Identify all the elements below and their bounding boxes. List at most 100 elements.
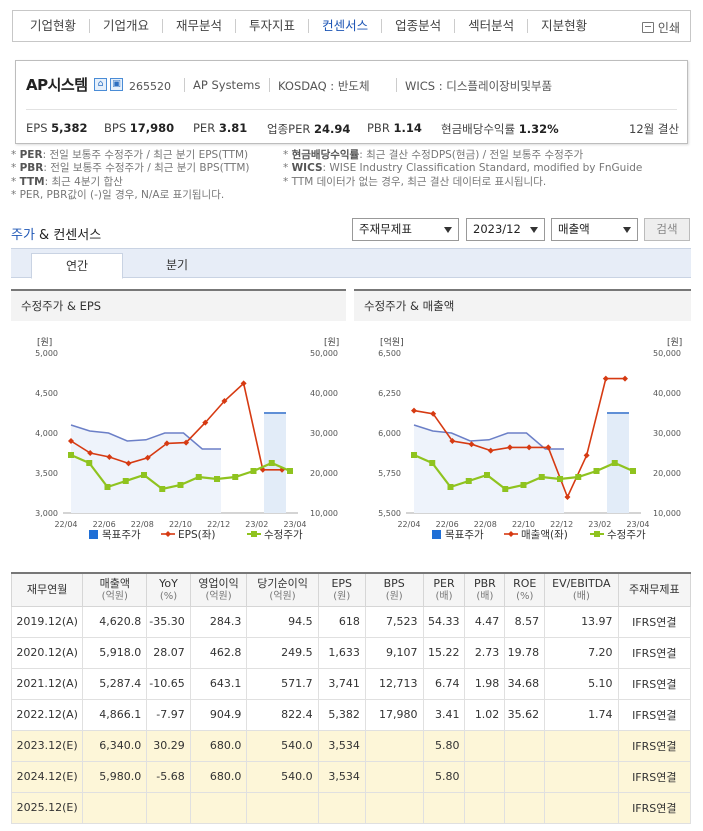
table-cell [82,791,148,824]
left-tick-label: 5,750 [378,469,401,478]
table-cell: 34.68 [504,667,546,700]
note-line: * TTM: 최근 4분기 합산 [11,175,123,188]
note-line: * TTM 데이터가 없는 경우, 최근 결산 데이터로 표시됩니다. [283,175,547,188]
print-button[interactable]: 인쇄 [641,19,680,36]
adjusted-price-point [214,476,220,482]
period-select[interactable]: 2023/12 [466,218,545,241]
x-tick-label: 23/02 [588,520,611,529]
tab-4[interactable]: 컨센서스 [308,19,381,33]
x-tick-label: 23/02 [245,520,268,529]
column-header: PER (배) [422,572,466,607]
adjusted-price-point [122,478,129,484]
chart-price-revenue: 수정주가 & 매출액 [억원] [원] 6,500 6,250 6,000 5,750 5,… [354,289,691,547]
adjusted-price-point [104,484,111,490]
search-button[interactable]: 검색 [644,218,690,241]
table-cell: 5.80 [422,729,466,762]
right-tick-label: 50,000 [653,349,681,358]
legend-target-label: 목표주가 [102,529,141,541]
table-cell [504,791,546,824]
x-tick-label: 22/06 [436,520,459,529]
table-cell: 5.10 [544,667,619,700]
tab-5[interactable]: 업종분석 [381,19,454,33]
adjusted-price-point [593,468,600,474]
tab-1[interactable]: 기업개요 [89,19,162,33]
table-cell: 28.07 [146,636,191,669]
right-tick-label: 20,000 [310,469,338,478]
table-cell [146,791,191,824]
note-line: * WICS: WISE Industry Classification Sta… [283,162,643,175]
note-line: * PER, PBR값이 (-)일 경우, N/A로 표기됩니다. [11,188,225,201]
chart-svg: [억원] [원] 6,500 6,250 6,000 5,750 5,500 50,000 40… [378,336,682,541]
table-cell: 2021.12(A) [10,667,84,700]
chart-title: 수정주가 & 매출액 [354,291,691,321]
adjusted-price-point [611,460,618,466]
per-summary: PER 3.81 [193,121,248,135]
table-cell: 2.73 [464,636,506,669]
ir-icon[interactable]: ▣ [110,78,123,91]
print-label: 인쇄 [657,21,680,35]
metric-point [468,441,475,448]
right-axis-unit: [원] [324,337,339,348]
table-cell [504,729,546,762]
table-cell [317,791,366,824]
tab-6[interactable]: 섹터분석 [454,19,527,33]
table-cell [504,760,546,793]
note-line: * PER: 전일 보통주 수정주가 / 최근 분기 EPS(TTM) [11,149,249,161]
note-line: * 현금배당수익률: 최근 결산 수정DPS(현금) / 전일 보통주 수정주가 [283,149,584,161]
table-cell: 5.80 [422,760,466,793]
table-cell: 5,382 [317,698,366,731]
financial-summary-table: 재무연월 매출액 (억원) YoY (%) 영업이익 (억원) 당기순이익 (억원) EPS (원)… [10,572,692,824]
legend-price-label: 수정주가 [264,529,303,541]
fiscal-year-end: 12월 결산 [629,122,680,136]
left-tick-label: 6,000 [378,429,401,438]
table-cell: IFRS연결 [617,729,692,762]
tab-annual[interactable]: 연간 [31,253,123,279]
adjusted-price-point [429,460,436,466]
tab-quarterly[interactable]: 분기 [165,258,189,272]
metric-point [602,375,609,382]
metric-point [125,460,132,467]
column-header: EV/EBITDA (배) [544,572,619,607]
legend-target-swatch [89,530,98,539]
home-icon[interactable]: ⌂ [94,78,107,91]
table-cell: -5.68 [146,760,191,793]
left-tick-label: 6,500 [378,349,401,358]
table-cell: 8.57 [504,605,546,638]
note-line: * PBR: 전일 보통주 수정주가 / 최근 분기 BPS(TTM) [11,162,250,175]
table-cell: 618 [317,605,366,638]
table-cell: 7,523 [364,605,424,638]
metric-point [564,494,571,500]
adjusted-price-point [520,482,527,488]
tab-2[interactable]: 재무분석 [162,19,235,33]
right-tick-label: 40,000 [310,389,338,398]
x-tick-label: 22/10 [169,520,192,529]
adjusted-price-point [538,474,545,480]
left-tick-label: 5,500 [378,509,401,518]
column-header: YoY (%) [146,572,191,607]
metric-point [144,454,151,461]
legend-metric-label: 매출액(좌) [521,529,568,541]
table-cell [544,760,619,793]
table-cell [422,791,466,824]
tab-3[interactable]: 투자지표 [235,19,308,33]
adjusted-price-point [411,452,417,458]
tab-7[interactable]: 지분현황 [527,19,600,33]
tab-0[interactable]: 기업현황 [30,18,77,33]
right-tick-label: 20,000 [653,469,681,478]
metric-point [240,380,247,387]
table-row: 2021.12(A) 5,287.4 -10.65 643.1 571.7 3,741 12… [10,667,692,700]
table-cell: 1.02 [464,698,506,731]
table-cell: 2019.12(A) [10,605,84,638]
table-cell: 3,534 [317,760,366,793]
table-cell [364,760,424,793]
table-cell: -35.30 [146,605,191,638]
bps-summary: BPS 17,980 [104,121,175,135]
adjusted-price-point [502,486,509,492]
metric-point [259,466,266,473]
table-cell: 3,741 [317,667,366,700]
table-cell: 9,107 [364,636,424,669]
price-line [70,424,221,450]
statement-type-select[interactable]: 주재무제표 [352,218,459,241]
item-select[interactable]: 매출액 [551,218,638,241]
table-cell: -7.97 [146,698,191,731]
